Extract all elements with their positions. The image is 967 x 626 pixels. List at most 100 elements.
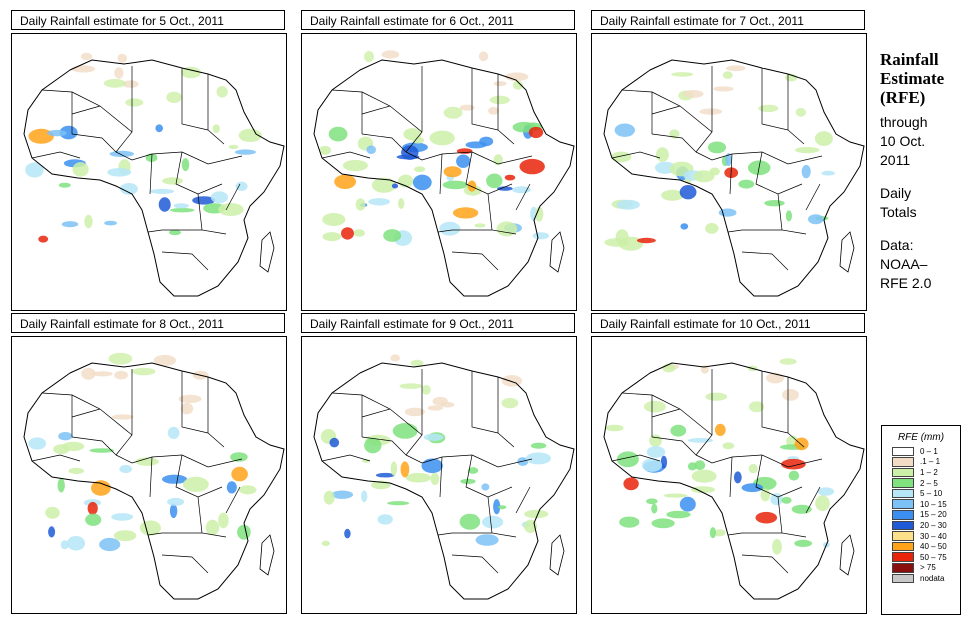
rain-cell: [791, 504, 812, 514]
rain-cell: [166, 91, 182, 103]
rain-cell: [99, 537, 121, 552]
country-border: [207, 377, 225, 448]
country-border: [651, 133, 697, 153]
legend-row: 30 – 40: [882, 531, 960, 542]
rain-cell: [512, 80, 524, 90]
rain-cell: [38, 235, 49, 243]
country-border: [695, 369, 713, 456]
rain-cell: [504, 174, 516, 181]
data-label: Data:: [880, 237, 914, 253]
rain-cell: [493, 154, 503, 166]
rain-cell: [636, 237, 656, 244]
country-border: [471, 68, 499, 131]
rain-cell: [169, 503, 178, 519]
legend-swatch: [892, 467, 914, 478]
legend-row: 5 – 10: [882, 488, 960, 499]
rain-cell: [181, 158, 190, 172]
country-border: [695, 454, 763, 464]
rain-cell: [114, 370, 128, 380]
legend-label: 0 – 1: [920, 446, 938, 456]
rain-cell: [383, 229, 402, 242]
country-border: [805, 183, 821, 211]
rain-cell: [443, 106, 463, 119]
rain-cell: [60, 540, 69, 550]
rain-cell: [72, 162, 89, 177]
country-border: [361, 436, 407, 456]
rain-cell: [619, 516, 640, 528]
rain-cell: [532, 232, 550, 240]
rain-cell: [714, 423, 726, 436]
rain-cell: [705, 392, 728, 401]
legend-title: RFE (mm): [897, 432, 945, 443]
rain-cell: [89, 448, 115, 453]
rain-cell: [488, 107, 499, 115]
rain-cell: [119, 464, 132, 474]
country-border: [695, 151, 763, 161]
country-border: [787, 377, 805, 448]
rain-cell: [362, 458, 370, 463]
legend-row: 2 – 5: [882, 478, 960, 489]
country-border: [471, 371, 499, 434]
rain-cell: [614, 123, 635, 137]
continent-outline: [23, 362, 285, 600]
country-border: [175, 454, 223, 498]
rain-cell: [68, 467, 85, 474]
country-border: [727, 532, 743, 536]
country-border: [161, 554, 209, 574]
rain-cell: [486, 173, 503, 189]
country-border: [321, 454, 371, 462]
rain-cell: [162, 474, 188, 484]
rain-cell: [770, 493, 783, 506]
rain-cell: [616, 199, 640, 210]
rain-cell: [467, 467, 479, 474]
rain-cell: [498, 505, 507, 510]
rain-cell: [794, 147, 820, 154]
country-border: [149, 153, 153, 195]
panel-oct-10: Daily Rainfall estimate for 10 Oct., 201…: [591, 313, 867, 614]
rain-cell: [666, 510, 691, 519]
side-info: Rainfall Estimate (RFE) through 10 Oct. …: [880, 50, 965, 293]
rain-cell: [535, 206, 544, 222]
legend-swatch: [892, 478, 914, 488]
country-border: [181, 68, 209, 131]
rain-cell: [661, 189, 684, 201]
rain-cell: [237, 524, 251, 540]
rain-cell: [153, 354, 177, 367]
rain-cell: [404, 407, 425, 417]
legend-rows: 0 – 1 .1 – 1 1 – 2 2 – 5 5 – 10 10 – 15 …: [882, 446, 960, 584]
rain-cell: [493, 499, 501, 515]
legend-swatch: [892, 563, 914, 573]
totals-label: Totals: [880, 204, 917, 220]
africa-map: [301, 336, 577, 614]
panel-title: Daily Rainfall estimate for 10 Oct., 201…: [591, 313, 865, 333]
rain-cell: [794, 437, 809, 451]
rain-cell: [355, 198, 366, 211]
rain-cell: [713, 86, 734, 92]
country-border: [451, 251, 499, 271]
legend-row: 20 – 30: [882, 520, 960, 531]
continent-outline: [313, 362, 575, 600]
country-border: [465, 454, 513, 498]
country-border: [405, 369, 423, 456]
country-border: [695, 66, 713, 153]
rain-cell: [459, 513, 481, 530]
rain-cell: [47, 129, 67, 137]
rain-cell: [439, 221, 461, 236]
rain-cell: [505, 72, 529, 82]
rain-cell: [782, 389, 799, 401]
rain-cell: [795, 107, 807, 117]
rain-cell: [690, 486, 716, 494]
rain-cell: [671, 72, 694, 77]
rain-cell: [398, 198, 405, 209]
legend-label: .1 – 1: [920, 457, 941, 467]
rain-cell: [169, 229, 181, 236]
rain-cell: [377, 514, 393, 525]
country-border: [471, 151, 533, 165]
rainfall-map-svg: [603, 59, 865, 297]
side-title-line: Estimate: [880, 69, 945, 88]
rain-cell: [496, 221, 518, 237]
country-border: [147, 532, 163, 536]
rainfall-map-svg: [23, 52, 285, 297]
rain-cell: [117, 53, 128, 63]
country-border: [225, 486, 241, 514]
